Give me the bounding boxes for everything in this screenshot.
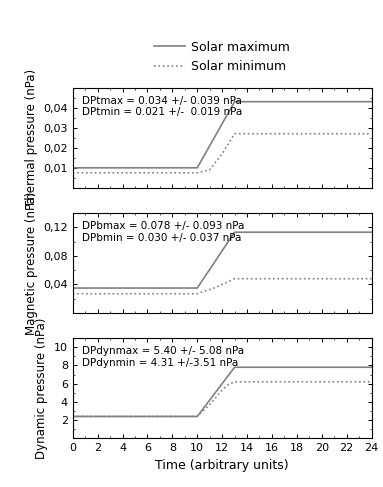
Legend: Solar maximum, Solar minimum: Solar maximum, Solar minimum bbox=[149, 36, 295, 78]
Text: DPtmax = 0.034 +/- 0.039 nPa
DPtmin = 0.021 +/-  0.019 nPa: DPtmax = 0.034 +/- 0.039 nPa DPtmin = 0.… bbox=[82, 95, 242, 117]
X-axis label: Time (arbitrary units): Time (arbitrary units) bbox=[155, 459, 289, 472]
Y-axis label: Magnetic pressure (nPa): Magnetic pressure (nPa) bbox=[25, 191, 38, 335]
Text: DPdynmax = 5.40 +/- 5.08 nPa
DPdynmin = 4.31 +/-3.51 nPa: DPdynmax = 5.40 +/- 5.08 nPa DPdynmin = … bbox=[82, 346, 244, 368]
Text: DPbmax = 0.078 +/- 0.093 nPa
DPbmin = 0.030 +/- 0.037 nPa: DPbmax = 0.078 +/- 0.093 nPa DPbmin = 0.… bbox=[82, 221, 244, 243]
Y-axis label: Dynamic pressure (nPa): Dynamic pressure (nPa) bbox=[35, 318, 48, 459]
Y-axis label: Thermal pressure (nPa): Thermal pressure (nPa) bbox=[25, 69, 38, 207]
